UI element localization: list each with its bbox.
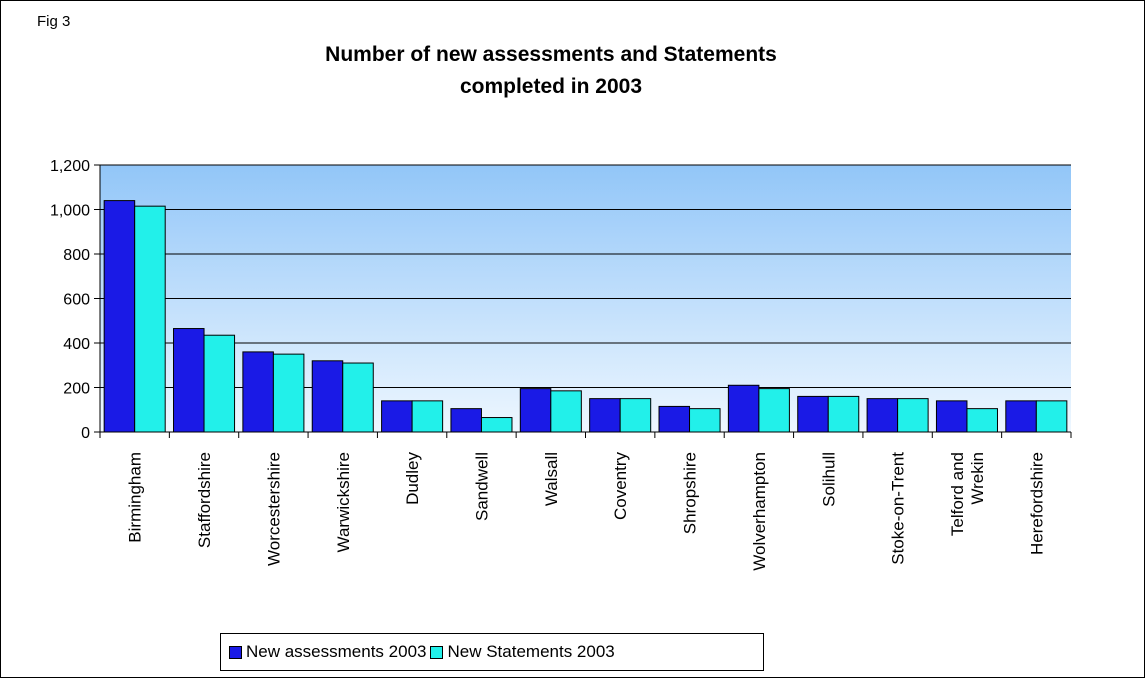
bar-new-assessments [519, 388, 552, 433]
y-tick-label: 200 [63, 381, 90, 398]
bar-new-assessments [1005, 400, 1037, 433]
y-tick-label: 400 [63, 336, 90, 353]
bar-new-statements [827, 395, 860, 433]
y-tick-label: 600 [63, 292, 90, 309]
bar-new-assessments [589, 398, 621, 433]
bar-new-assessments [311, 360, 344, 433]
legend-swatch-new-statements [430, 645, 444, 659]
x-tick-label: Worcestershire [264, 452, 283, 566]
legend-label-new-assessments: New assessments 2003 [246, 642, 427, 661]
bar-new-assessments [658, 405, 691, 433]
x-tick-label: Herefordshire [1027, 452, 1046, 555]
bar-new-statements [411, 400, 444, 433]
x-tick-label: Birmingham [126, 452, 145, 543]
bar-new-assessments [450, 408, 482, 433]
chart-title: Number of new assessments and Statements… [251, 39, 851, 103]
bar-new-assessments [866, 398, 899, 433]
bar-new-assessments [242, 351, 274, 433]
legend-item-new-statements: New Statements 2003 [430, 642, 615, 662]
y-tick-label: 1,200 [50, 158, 90, 175]
bar-new-assessments [935, 400, 968, 433]
x-tick-label: Walsall [542, 452, 561, 506]
bar-new-statements [966, 408, 998, 433]
x-tick-label: Solihull [819, 452, 838, 507]
y-tick-label: 1,000 [50, 203, 90, 220]
legend-label-new-statements: New Statements 2003 [447, 642, 615, 661]
legend: New assessments 2003 New Statements 2003 [220, 633, 764, 671]
bar-new-statements [134, 205, 166, 433]
x-tick-label: Dudley [403, 452, 422, 505]
bar-new-statements [203, 334, 236, 433]
x-tick-label: Shropshire [681, 452, 700, 534]
bar-new-statements [689, 408, 721, 433]
bar-new-statements [272, 353, 305, 433]
x-tick-label: Staffordshire [195, 452, 214, 548]
bar-new-assessments [173, 328, 205, 433]
bar-new-statements [897, 398, 929, 433]
bar-new-statements [758, 388, 790, 433]
x-tick-label: Stoke-on-Trent [889, 452, 908, 565]
bar-new-statements [1035, 400, 1068, 433]
bar-new-statements [480, 417, 513, 433]
y-tick-label: 800 [63, 247, 90, 264]
y-tick-label: 0 [81, 425, 90, 442]
bar-new-assessments [381, 400, 413, 433]
bar-new-assessments [797, 395, 829, 433]
bar-new-assessments [727, 384, 760, 433]
bar-new-statements [619, 398, 652, 433]
x-tick-label: Warwickshire [334, 452, 353, 552]
bar-new-statements [342, 362, 374, 433]
x-tick-label: Telford and [948, 452, 967, 536]
x-tick-label: Coventry [611, 452, 630, 521]
x-tick-label: Wolverhampton [750, 452, 769, 571]
x-tick-label: Sandwell [472, 452, 491, 521]
legend-swatch-new-assessments [229, 645, 242, 659]
chart-title-line-1: Number of new assessments and Statements [325, 43, 777, 66]
bar-new-assessments [103, 200, 136, 433]
chart-title-line-2: completed in 2003 [459, 75, 643, 98]
x-tick-label: Wrekin [968, 452, 987, 505]
figure-label: Fig 3 [37, 13, 71, 30]
legend-item-new-assessments: New assessments 2003 [229, 642, 426, 662]
bar-new-statements [550, 390, 582, 433]
